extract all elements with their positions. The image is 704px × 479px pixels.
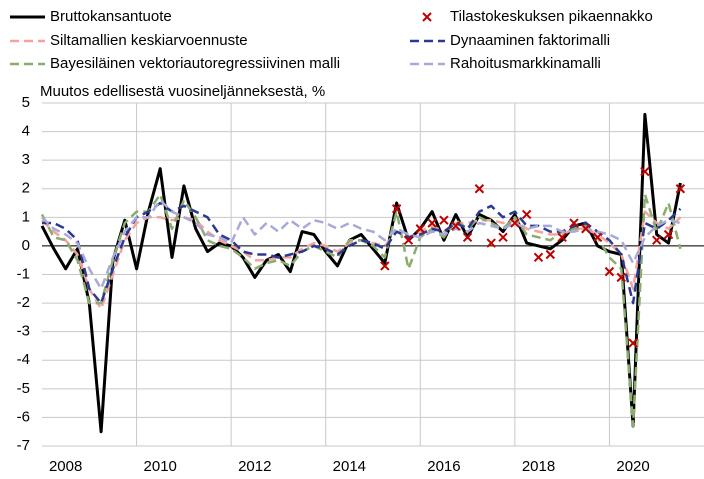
- y-tick-label: -3: [17, 323, 30, 340]
- flash-marker: [474, 184, 485, 194]
- flash-marker: [569, 218, 579, 228]
- y-tick-label: -6: [17, 408, 30, 425]
- flash-marker: [391, 204, 402, 214]
- flash-marker: [557, 232, 567, 243]
- series-line: [41, 198, 681, 291]
- series-line: [42, 201, 682, 305]
- y-tick-label: -2: [17, 294, 30, 311]
- y-tick-label: -7: [17, 437, 30, 454]
- legend-label: Dynaaminen faktorimalli: [450, 32, 610, 49]
- flash-marker: [462, 232, 473, 243]
- flash-marker: [604, 266, 615, 277]
- flash-marker: [486, 238, 496, 248]
- y-tick-label: -1: [17, 265, 30, 282]
- flash-marker: [510, 218, 520, 228]
- y-tick-label: -5: [17, 380, 30, 397]
- flash-marker: [581, 224, 591, 234]
- y-tick-label: 4: [22, 123, 30, 140]
- flash-marker: [439, 215, 449, 225]
- x-tick-label: 2008: [49, 458, 82, 475]
- flash-marker: [640, 166, 650, 177]
- legend-label: Siltamallien keskiarvoennuste: [50, 32, 248, 49]
- flash-marker: [403, 235, 414, 245]
- flash-marker: [380, 261, 390, 271]
- y-tick-label: -4: [17, 351, 30, 368]
- flash-marker: [592, 232, 603, 243]
- x-tick-label: 2012: [238, 458, 271, 475]
- flash-marker: [451, 221, 461, 231]
- legend-label: Tilastokeskuksen pikaennakko: [450, 8, 653, 25]
- y-tick-label: 0: [22, 237, 30, 254]
- y-tick-label: 2: [22, 180, 30, 197]
- x-tick-label: 2014: [333, 458, 366, 475]
- x-tick-label: 2016: [427, 458, 460, 475]
- legend-label: Bruttokansantuote: [50, 8, 172, 25]
- flash-marker: [675, 184, 686, 194]
- y-tick-label: 5: [22, 94, 30, 111]
- chart-subtitle: Muutos edellisestä vuosineljänneksestä, …: [40, 83, 325, 100]
- legend-label: Bayesiläinen vektoriautoregressiivinen m…: [50, 55, 340, 72]
- flash-marker: [663, 229, 674, 240]
- y-tick-label: 3: [22, 151, 30, 168]
- flash-marker: [616, 272, 626, 283]
- flash-marker: [521, 209, 532, 220]
- flash-marker: [415, 224, 425, 234]
- y-tick-label: 1: [22, 208, 30, 225]
- flash-marker: [498, 232, 508, 243]
- flash-marker: [427, 218, 437, 228]
- flash-marker: [652, 235, 662, 245]
- legend-label: Rahoitusmarkkinamalli: [450, 55, 601, 72]
- x-tick-label: 2010: [144, 458, 177, 475]
- x-tick-label: 2020: [616, 458, 649, 475]
- flash-marker: [545, 249, 556, 260]
- legend-swatch: [422, 12, 432, 22]
- series-line: [40, 112, 682, 434]
- flash-marker: [628, 338, 638, 348]
- x-tick-label: 2018: [522, 458, 555, 475]
- flash-marker: [533, 252, 544, 263]
